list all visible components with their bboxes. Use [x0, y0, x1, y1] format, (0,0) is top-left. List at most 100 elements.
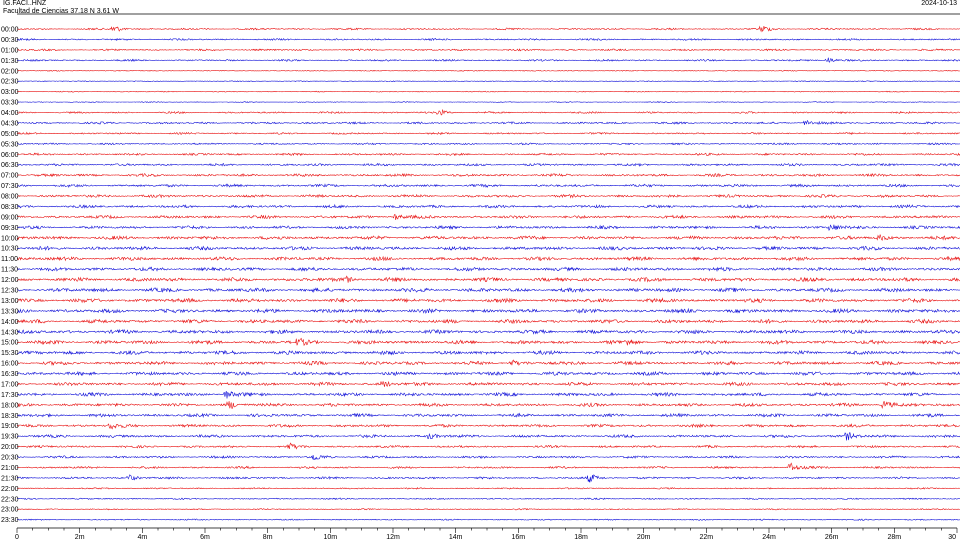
trace-row: [16, 224, 960, 231]
x-tick-label: 16m: [512, 534, 526, 540]
x-tick-label: 24m: [762, 534, 776, 540]
trace-row: [16, 328, 960, 335]
trace-row: [16, 318, 960, 325]
trace-row: [16, 455, 960, 461]
row-time-label: 05:00: [1, 131, 19, 138]
row-time-label: 02:00: [1, 68, 19, 75]
row-time-label: 08:30: [1, 204, 19, 211]
trace-row: [16, 359, 960, 366]
x-tick-label: 8m: [263, 534, 273, 540]
row-time-label: 15:30: [1, 350, 19, 357]
trace-row: [16, 183, 960, 188]
x-tick-label: 10m: [324, 534, 338, 540]
trace-row: [16, 474, 960, 483]
trace-row: [17, 101, 960, 103]
row-time-label: 12:00: [1, 277, 19, 284]
trace-row: [16, 442, 960, 450]
trace-row: [16, 401, 960, 410]
trace-row: [17, 80, 960, 83]
row-time-label: 14:00: [1, 319, 19, 326]
row-time-label: 02:30: [1, 79, 19, 86]
trace-row: [16, 462, 960, 470]
header-info: IG.FACI..HNZ Facultad de Ciencias 37.18 …: [3, 0, 119, 15]
row-time-label: 23:00: [1, 507, 19, 514]
trace-row: [16, 266, 960, 272]
row-time-label: 01:30: [1, 58, 19, 65]
row-time-label: 12:30: [1, 288, 19, 295]
header-date: 2024-10-13: [921, 0, 957, 7]
trace-row: [16, 497, 960, 501]
trace-row: [16, 275, 960, 283]
x-tick-label: 30: [948, 534, 956, 540]
x-tick-label: 4m: [137, 534, 147, 540]
trace-row: [16, 391, 960, 399]
x-tick-label: 20m: [637, 534, 651, 540]
trace-row: [16, 193, 960, 199]
trace-row: [16, 48, 960, 52]
trace-row: [17, 297, 960, 304]
trace-row: [16, 152, 960, 157]
trace-row: [16, 172, 960, 178]
x-tick-label: 12m: [386, 534, 400, 540]
trace-row: [16, 486, 960, 490]
trace-row: [16, 57, 960, 63]
x-tick-label: 6m: [200, 534, 210, 540]
trace-row: [16, 349, 960, 356]
x-tick-label: 14m: [449, 534, 463, 540]
trace-row: [16, 162, 960, 167]
trace-row: [16, 255, 960, 262]
x-tick-label: 26m: [825, 534, 839, 540]
trace-row: [16, 213, 960, 220]
row-time-label: 05:30: [1, 141, 19, 148]
row-time-label: 00:00: [1, 27, 19, 34]
x-tick-label: 0: [15, 534, 19, 540]
row-time-label: 17:00: [1, 381, 19, 388]
row-label-group: 00:00 00:30 01:00 01:30 02:00 02:30 03:00 03:30…: [1, 27, 19, 525]
row-time-label: 04:30: [1, 120, 19, 127]
row-time-label: 15:00: [1, 340, 19, 347]
trace-row: [16, 412, 960, 418]
row-time-label: 11:00: [1, 256, 18, 263]
station-location: Facultad de Ciencias 37.18 N 3.61 W: [3, 7, 119, 15]
row-time-label: 20:00: [1, 444, 19, 451]
row-time-label: 18:30: [1, 413, 19, 420]
row-time-label: 20:30: [1, 455, 19, 462]
trace-row: [16, 245, 960, 251]
trace-row: [16, 307, 960, 314]
trace-row: [17, 69, 960, 72]
row-time-label: 08:00: [1, 194, 19, 201]
row-time-label: 04:00: [1, 110, 19, 117]
trace-row: [16, 131, 960, 136]
row-time-label: 22:30: [1, 496, 19, 503]
row-time-label: 06:00: [1, 152, 19, 159]
row-time-label: 03:00: [1, 89, 19, 96]
row-time-label: 14:30: [1, 329, 19, 336]
row-time-label: 09:00: [1, 214, 19, 221]
trace-row: [17, 432, 960, 441]
x-tick-label: 28m: [888, 534, 902, 540]
trace-row: [16, 508, 960, 511]
row-time-label: 07:00: [1, 173, 19, 180]
row-time-label: 00:30: [1, 37, 19, 44]
trace-row: [16, 37, 960, 42]
trace-row: [16, 423, 960, 430]
trace-row: [16, 287, 960, 293]
row-time-label: 22:00: [1, 486, 19, 493]
row-time-label: 21:00: [1, 465, 19, 472]
row-time-label: 16:30: [1, 371, 19, 378]
trace-row: [16, 108, 960, 116]
row-time-label: 13:00: [1, 298, 19, 305]
trace-group: [16, 25, 960, 521]
row-time-label: 11:30: [1, 267, 18, 274]
row-time-label: 01:00: [1, 47, 19, 54]
row-time-label: 19:30: [1, 434, 19, 441]
x-tick-label: 18m: [574, 534, 588, 540]
trace-row: [16, 142, 960, 146]
row-time-label: 03:30: [1, 100, 19, 107]
trace-row: [16, 518, 960, 521]
row-time-label: 18:00: [1, 402, 19, 409]
trace-row: [16, 370, 960, 377]
row-time-label: 06:30: [1, 162, 19, 169]
row-time-label: 13:30: [1, 308, 19, 315]
